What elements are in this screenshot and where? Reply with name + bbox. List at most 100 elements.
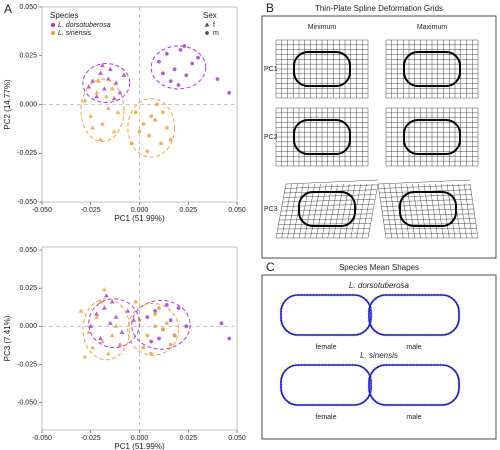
- x-tick-label: 0.000: [131, 207, 149, 214]
- point: [176, 306, 181, 310]
- y-axis-label: PC2 (14.77%): [3, 79, 12, 130]
- point: [94, 94, 99, 99]
- grid-line: [367, 183, 379, 239]
- outline-shape: [293, 119, 351, 155]
- point: [168, 342, 173, 347]
- point: [102, 305, 107, 310]
- grid-line: [362, 183, 373, 239]
- point: [133, 300, 138, 304]
- x-tick-label: -0.025: [81, 435, 101, 442]
- point: [149, 351, 154, 356]
- point: [94, 311, 99, 316]
- point: [184, 73, 189, 78]
- point: [141, 345, 146, 350]
- sex-label: male: [406, 414, 421, 421]
- point: [109, 86, 115, 91]
- panel-label: B: [266, 1, 274, 15]
- legend-label: L. dorsotuberosa: [58, 22, 111, 29]
- point: [168, 137, 173, 142]
- confidence-ellipse: [127, 302, 179, 356]
- grid-line: [285, 184, 378, 189]
- point: [115, 109, 121, 114]
- outline-shape: [403, 51, 461, 87]
- point: [100, 121, 105, 126]
- grid-line: [281, 203, 374, 207]
- mean-shapes: L. dorsotuberosa female male L. sinensis fem…: [279, 281, 461, 421]
- point: [102, 86, 107, 91]
- legend-title: Sex: [203, 11, 217, 20]
- y-tick-label: -0.025: [17, 150, 37, 157]
- point: [168, 79, 173, 83]
- panel-frame: [261, 15, 497, 259]
- point: [90, 345, 96, 350]
- grid-line: [378, 184, 471, 189]
- point: [105, 76, 111, 81]
- point: [153, 309, 158, 313]
- point: [149, 114, 154, 119]
- y-tick-label: 0.050: [19, 247, 37, 254]
- point: [137, 129, 142, 134]
- mean-shape: [279, 363, 373, 407]
- sex-label: female: [315, 414, 336, 421]
- grid-line: [384, 228, 477, 230]
- grid-line: [469, 183, 479, 239]
- point: [164, 321, 169, 326]
- grid-line: [377, 179, 471, 185]
- point: [102, 287, 107, 292]
- mean-shape: [279, 293, 373, 337]
- outline-shape: [403, 119, 461, 155]
- point: [157, 59, 161, 64]
- row-label: PC3: [264, 206, 278, 213]
- point: [190, 61, 195, 66]
- point: [159, 141, 163, 146]
- y-tick-label: 0.000: [19, 101, 37, 108]
- point: [117, 342, 123, 347]
- point: [107, 66, 113, 71]
- y-tick-label: 0.000: [19, 323, 37, 330]
- point: [119, 329, 125, 334]
- grid-line: [278, 223, 371, 225]
- legend-title: Species: [50, 11, 78, 20]
- point: [145, 333, 150, 338]
- grid-line: [285, 179, 379, 185]
- point: [82, 354, 88, 359]
- point: [155, 102, 159, 107]
- y-tick-label: -0.025: [17, 361, 37, 368]
- grid-line: [382, 213, 475, 216]
- group-label: L. dorsotuberosa: [349, 281, 410, 290]
- y-tick-label: 0.050: [19, 4, 37, 11]
- point: [168, 318, 173, 323]
- x-tick-label: 0.050: [228, 207, 246, 214]
- column-label: Minimum: [308, 24, 337, 31]
- row-label: PC2: [264, 134, 278, 141]
- point: [141, 122, 146, 126]
- grid-line: [379, 194, 473, 198]
- legend-swatch: [50, 30, 56, 36]
- y-tick-label: 0.025: [19, 285, 37, 292]
- point: [96, 78, 101, 83]
- confidence-ellipse: [82, 63, 131, 104]
- point: [103, 94, 109, 99]
- mean-shape: [368, 364, 460, 406]
- sex-label: female: [315, 344, 336, 351]
- y-axis-label: PC3 (7.41%): [3, 315, 12, 361]
- grid-line: [383, 223, 477, 225]
- confidence-ellipse: [127, 98, 176, 158]
- legend-swatch: [204, 22, 210, 27]
- grid-line: [283, 194, 376, 198]
- x-tick-label: -0.050: [32, 435, 52, 442]
- x-axis-label: PC1 (51.99%): [114, 214, 165, 223]
- mean-shape: [367, 363, 461, 407]
- grid-line: [458, 183, 467, 239]
- point: [98, 137, 103, 142]
- legend-label: L. sinensis: [58, 30, 92, 37]
- grid-line: [464, 183, 473, 239]
- panel-title: Thin-Plate Spline Deformation Grids: [315, 4, 443, 13]
- mean-shape: [368, 294, 460, 336]
- grid-line: [280, 213, 373, 216]
- point: [153, 324, 158, 329]
- point: [107, 320, 113, 325]
- point: [157, 336, 161, 341]
- sex-label: male: [406, 344, 421, 351]
